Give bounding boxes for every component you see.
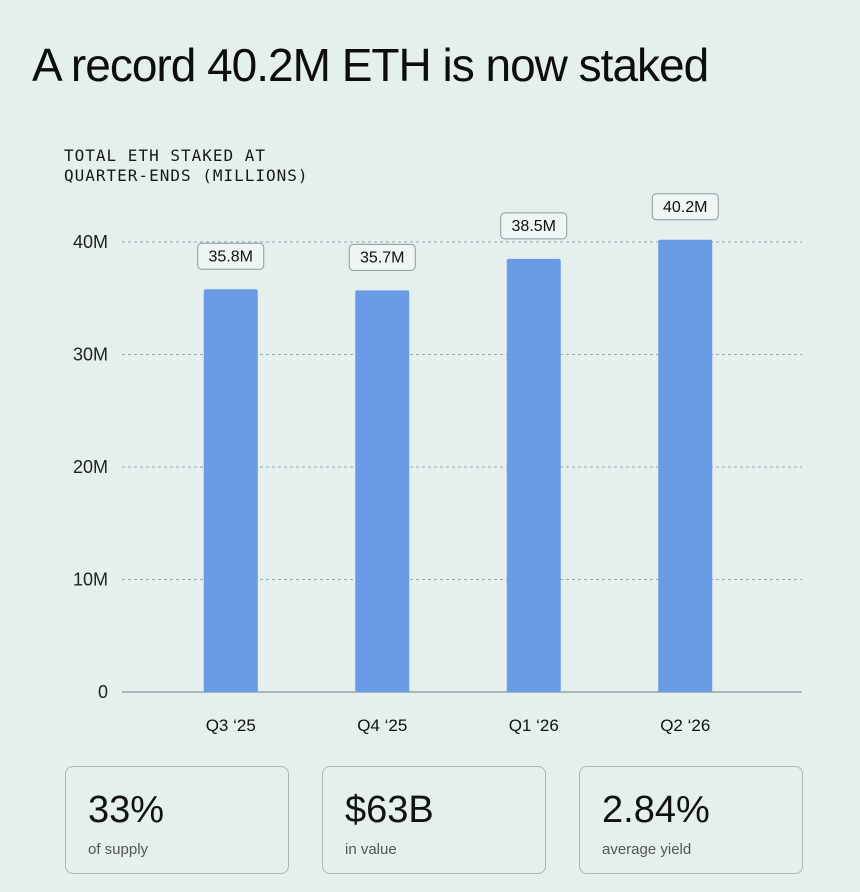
stat-card-value: $63B in value	[322, 766, 546, 874]
stat-value-yield: 2.84%	[602, 789, 710, 831]
x-tick-label: Q1 ‘26	[509, 716, 559, 735]
stat-value-supply: 33%	[88, 789, 165, 831]
y-tick-label: 0	[98, 682, 108, 702]
bar	[658, 239, 713, 692]
x-tick-label: Q2 ‘26	[660, 716, 710, 735]
stat-card-yield: 2.84% average yield	[579, 766, 803, 874]
stat-card-supply: 33% of supply	[65, 766, 289, 874]
data-label-box	[651, 193, 719, 221]
x-tick-label: Q3 ‘25	[206, 716, 256, 735]
data-label-box	[348, 243, 416, 271]
y-tick-label: 40M	[73, 232, 108, 252]
bar	[355, 290, 410, 692]
data-label-box	[197, 242, 265, 270]
data-label: 38.5M	[512, 218, 556, 235]
chart-title: TOTAL ETH STAKED AT QUARTER-ENDS (MILLIO…	[64, 146, 309, 185]
data-label: 35.8M	[209, 248, 253, 265]
y-tick-label: 30M	[73, 345, 108, 365]
data-label: 35.7M	[360, 249, 404, 266]
y-tick-label: 10M	[73, 570, 108, 590]
data-label: 40.2M	[663, 199, 707, 216]
stat-value-value: $63B	[345, 789, 434, 831]
x-tick-label: Q4 ‘25	[357, 716, 407, 735]
bar-chart: 0 10M 20M 30M 40M 35.8M Q3 ‘25 35.7M Q4 ‘25 38.5M…	[73, 193, 802, 735]
stat-label-supply: of supply	[88, 841, 149, 858]
bar	[203, 289, 258, 692]
data-label-box	[500, 212, 568, 240]
bar	[506, 258, 561, 692]
page-title: A record 40.2M ETH is now staked	[32, 39, 709, 91]
stat-label-yield: average yield	[602, 841, 692, 858]
y-tick-label: 20M	[73, 457, 108, 477]
stat-label-value: in value	[345, 841, 397, 858]
